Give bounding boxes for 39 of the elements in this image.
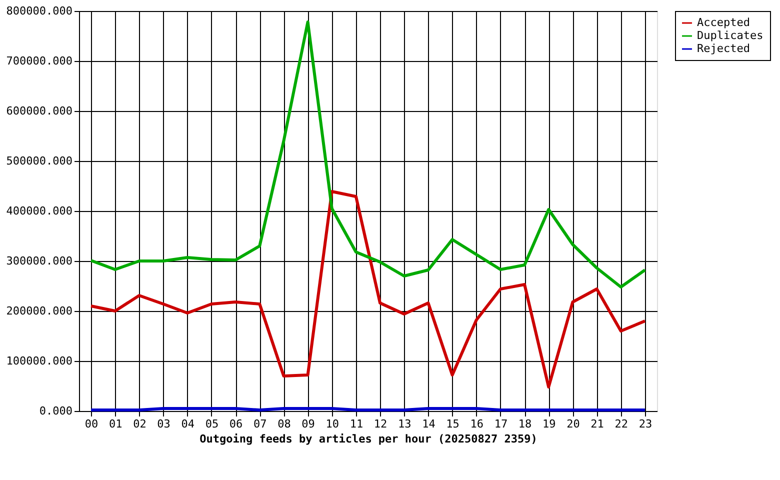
x-tick-label: 15 bbox=[446, 418, 460, 430]
x-tick-label: 13 bbox=[398, 418, 412, 430]
x-tick-label: 21 bbox=[590, 418, 604, 430]
line-series bbox=[90, 190, 646, 388]
x-tick-label: 17 bbox=[494, 418, 508, 430]
x-tick-label: 06 bbox=[229, 418, 243, 430]
x-tick-label: 14 bbox=[422, 418, 436, 430]
x-tick-label: 22 bbox=[614, 418, 628, 430]
x-tick-label: 04 bbox=[181, 418, 195, 430]
x-tick-label: 19 bbox=[542, 418, 556, 430]
legend-label: Duplicates bbox=[697, 29, 764, 42]
x-axis-title: Outgoing feeds by articles per hour (20250827 2359) bbox=[200, 432, 538, 446]
y-tick-label: 700000.000 bbox=[6, 54, 72, 68]
x-tick-label: 03 bbox=[157, 418, 170, 430]
x-tick-label: 08 bbox=[278, 418, 291, 430]
x-tick-label: 01 bbox=[109, 418, 122, 430]
x-tick-label: 09 bbox=[302, 418, 315, 430]
x-tick-label: 07 bbox=[254, 418, 267, 430]
y-tick-label: 100000.000 bbox=[6, 354, 72, 368]
x-tick-label: 20 bbox=[566, 418, 580, 430]
x-tick-label: 00 bbox=[84, 418, 98, 430]
line-series bbox=[90, 20, 646, 288]
y-tick-label: 500000.000 bbox=[6, 154, 72, 168]
x-tick-label: 02 bbox=[133, 418, 146, 430]
x-tick-label: 16 bbox=[470, 418, 484, 430]
x-tick-label: 18 bbox=[518, 418, 532, 430]
y-tick-label: 600000.000 bbox=[6, 104, 72, 118]
y-tick-label: 800000.000 bbox=[6, 4, 72, 18]
x-tick-label: 12 bbox=[374, 418, 388, 430]
x-tick-label: 05 bbox=[205, 418, 219, 430]
y-tick-label: 200000.000 bbox=[6, 304, 72, 318]
legend-label: Accepted bbox=[697, 16, 750, 29]
x-tick-label: 10 bbox=[326, 418, 339, 430]
x-tick-label: 23 bbox=[638, 418, 652, 430]
legend-label: Rejected bbox=[697, 42, 750, 55]
y-tick-label: 400000.000 bbox=[6, 204, 72, 218]
y-tick-label: 0.000 bbox=[39, 404, 72, 418]
x-tick-label: 11 bbox=[350, 418, 364, 430]
y-tick-label: 300000.000 bbox=[6, 254, 72, 268]
